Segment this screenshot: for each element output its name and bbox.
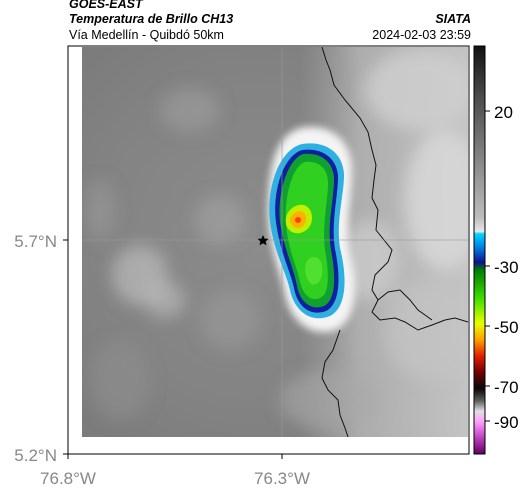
colorbar-tick-3: -50 [494,318,519,337]
satellite-source: GOES-EAST [69,0,143,11]
star-icon [257,235,269,246]
colorbar-tick-2: -30 [494,258,519,277]
grid-lines [82,47,468,437]
datetime-label: 2024-02-03 23:59 [372,28,471,42]
location-label: Vía Medellín - Quibdó 50km [69,28,224,42]
organization-label: SIATA [435,12,471,26]
lon-label-2: 76.3°W [254,469,310,488]
colorbar-tick-1: 20 [494,103,513,122]
colorbar-tick-4: -70 [494,378,519,397]
lon-label-1: 76.8°W [40,469,96,488]
border-lines [321,47,468,437]
satellite-imagery [82,47,468,437]
lat-label-2: 5.2°N [14,446,57,465]
colorbar: 20 -30 -50 -70 -90 [473,45,519,455]
axis-ticks [63,239,283,459]
lat-label-1: 5.7°N [14,232,57,251]
colorbar-tick-5: -90 [494,413,519,432]
product-title: Temperatura de Brillo CH13 [69,12,234,26]
storm-cell [269,143,345,319]
